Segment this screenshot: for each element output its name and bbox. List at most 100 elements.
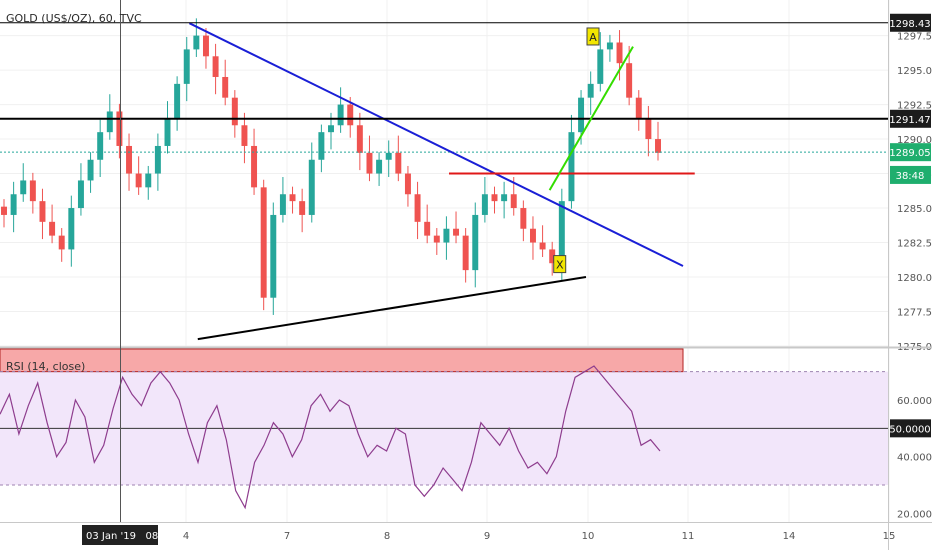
- price-badge: [890, 165, 931, 184]
- time-axis-label: 7: [284, 531, 290, 542]
- drawing-overlays[interactable]: [0, 22, 888, 341]
- chart-labels: AX: [553, 27, 600, 274]
- candle-body[interactable]: [135, 173, 142, 188]
- candlestick-series[interactable]: [1, 18, 661, 315]
- candle-body[interactable]: [29, 180, 36, 202]
- candle-body[interactable]: [39, 201, 46, 222]
- candle-body[interactable]: [231, 97, 238, 126]
- trendline[interactable]: [548, 46, 634, 191]
- price-axis-label: 1297.50: [897, 32, 932, 43]
- pattern-label-box: [553, 255, 567, 274]
- candle-body[interactable]: [433, 235, 440, 243]
- candle-body[interactable]: [501, 194, 508, 202]
- candle-body[interactable]: [414, 194, 421, 222]
- candle-body[interactable]: [347, 104, 354, 126]
- candle-body[interactable]: [404, 173, 411, 195]
- candle-body[interactable]: [318, 132, 325, 160]
- candle-body[interactable]: [395, 152, 402, 174]
- candle-body[interactable]: [154, 145, 161, 174]
- candle-body[interactable]: [106, 111, 113, 133]
- candle-body[interactable]: [337, 104, 344, 126]
- rsi-axis-label: 40.0000: [897, 453, 932, 464]
- price-axis-label: 1295.00: [897, 66, 932, 77]
- candle-body[interactable]: [510, 194, 517, 209]
- candle-body[interactable]: [578, 97, 585, 133]
- candle-body[interactable]: [1, 206, 7, 215]
- candle-body[interactable]: [616, 42, 623, 64]
- candle-body[interactable]: [289, 194, 296, 202]
- candle-body[interactable]: [462, 235, 469, 271]
- pattern-label-box: [586, 27, 600, 46]
- candle-body[interactable]: [655, 139, 661, 153]
- candle-body[interactable]: [529, 228, 536, 243]
- pattern-label: X: [556, 259, 564, 272]
- candle-body[interactable]: [539, 242, 546, 250]
- candle-body[interactable]: [270, 214, 277, 298]
- price-axis-label: 1285.00: [897, 204, 932, 215]
- rsi-axis-label: 20.0000: [897, 509, 932, 520]
- price-axis[interactable]: 1297.501295.001292.501290.001287.501285.…: [183, 13, 932, 542]
- time-crosshair-label: 03 Jan '19 08:00: [86, 531, 174, 542]
- candle-body[interactable]: [356, 125, 363, 153]
- candle-body[interactable]: [116, 111, 123, 146]
- price-axis-label: 1280.00: [897, 273, 932, 284]
- price-badge-label: 38:48: [896, 171, 925, 182]
- pattern-label: A: [589, 31, 597, 44]
- candle-body[interactable]: [49, 221, 56, 236]
- candle-body[interactable]: [606, 42, 613, 50]
- rsi-badge: [890, 419, 931, 438]
- candle-body[interactable]: [260, 187, 267, 298]
- candle-body[interactable]: [97, 132, 104, 160]
- candle-body[interactable]: [193, 35, 200, 50]
- time-axis-label: 14: [783, 531, 796, 542]
- price-badge: [890, 109, 931, 128]
- candle-body[interactable]: [443, 228, 450, 243]
- candle-body[interactable]: [164, 118, 171, 146]
- candle-body[interactable]: [126, 145, 133, 174]
- candle-body[interactable]: [299, 201, 306, 215]
- candle-body[interactable]: [626, 63, 633, 98]
- candle-body[interactable]: [328, 125, 334, 133]
- candle-body[interactable]: [222, 76, 229, 98]
- candle-body[interactable]: [87, 159, 94, 181]
- candle-body[interactable]: [558, 201, 565, 264]
- trendline[interactable]: [188, 22, 684, 267]
- trendline[interactable]: [197, 276, 587, 341]
- price-badge-label: 1291.47: [889, 115, 930, 126]
- candle-body[interactable]: [385, 152, 392, 160]
- candle-body[interactable]: [174, 83, 181, 119]
- price-badge: [890, 13, 931, 32]
- time-axis-label: 10: [582, 531, 595, 542]
- candle-body[interactable]: [202, 35, 209, 57]
- candle-body[interactable]: [481, 194, 488, 215]
- candle-body[interactable]: [68, 208, 75, 250]
- candle-body[interactable]: [424, 221, 431, 236]
- candle-body[interactable]: [145, 173, 152, 188]
- price-axis-label: 1277.50: [897, 308, 932, 319]
- candle-body[interactable]: [241, 125, 248, 146]
- candle-body[interactable]: [20, 180, 27, 195]
- time-axis-label: 11: [682, 531, 695, 542]
- candle-body[interactable]: [549, 249, 556, 264]
- candle-body[interactable]: [520, 208, 527, 229]
- candle-body[interactable]: [366, 152, 373, 174]
- candle-body[interactable]: [77, 180, 84, 209]
- candle-body[interactable]: [183, 49, 190, 84]
- candle-body[interactable]: [212, 56, 219, 77]
- candle-body[interactable]: [58, 235, 65, 250]
- candle-body[interactable]: [10, 194, 17, 215]
- candle-body[interactable]: [472, 214, 479, 271]
- candle-body[interactable]: [308, 159, 315, 215]
- candle-body[interactable]: [645, 118, 652, 140]
- candle-body[interactable]: [491, 194, 498, 202]
- candle-body[interactable]: [279, 194, 286, 215]
- candle-body[interactable]: [597, 49, 604, 84]
- candle-body[interactable]: [635, 97, 642, 119]
- candle-body[interactable]: [376, 159, 383, 174]
- candle-body[interactable]: [568, 132, 575, 202]
- candle-body[interactable]: [587, 83, 594, 98]
- time-axis-label: 9: [484, 531, 490, 542]
- candle-body[interactable]: [453, 228, 460, 236]
- candle-body[interactable]: [251, 145, 258, 188]
